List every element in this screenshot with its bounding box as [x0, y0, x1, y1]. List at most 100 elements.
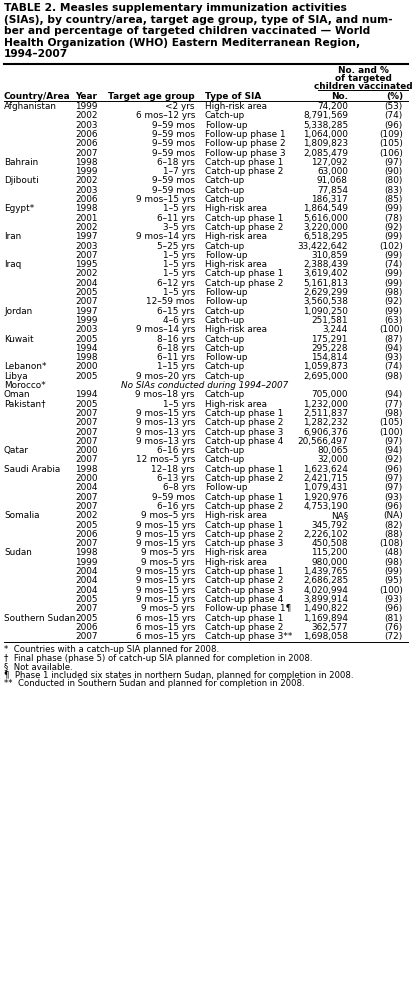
Text: 9 mos–15 yrs: 9 mos–15 yrs: [136, 521, 195, 530]
Text: Southern Sudan: Southern Sudan: [4, 613, 75, 622]
Text: 2003: 2003: [75, 326, 98, 335]
Text: 9–59 mos: 9–59 mos: [152, 121, 195, 130]
Text: (98): (98): [385, 558, 403, 567]
Text: 9 mos–14 yrs: 9 mos–14 yrs: [136, 326, 195, 335]
Text: 175,291: 175,291: [311, 335, 348, 344]
Text: 77,854: 77,854: [317, 186, 348, 195]
Text: (92): (92): [385, 455, 403, 464]
Text: **  Conducted in Southern Sudan and planned for completion in 2008.: ** Conducted in Southern Sudan and plann…: [4, 679, 304, 688]
Text: 1–5 yrs: 1–5 yrs: [163, 400, 195, 409]
Text: 5,161,813: 5,161,813: [303, 278, 348, 287]
Text: Catch-up phase 2: Catch-up phase 2: [205, 623, 283, 632]
Text: High-risk area: High-risk area: [205, 260, 267, 269]
Text: Target age group: Target age group: [108, 91, 195, 100]
Text: 1,059,873: 1,059,873: [303, 363, 348, 372]
Text: 3,244: 3,244: [323, 326, 348, 335]
Text: Catch-up: Catch-up: [205, 455, 245, 464]
Text: No SIAs conducted during 1994–2007: No SIAs conducted during 1994–2007: [122, 381, 289, 390]
Text: (99): (99): [385, 567, 403, 576]
Text: (SIAs), by country/area, target age group, type of SIA, and num-: (SIAs), by country/area, target age grou…: [4, 14, 393, 24]
Text: 80,065: 80,065: [317, 446, 348, 455]
Text: 6 mos–12 yrs: 6 mos–12 yrs: [136, 112, 195, 121]
Text: Oman: Oman: [4, 390, 30, 399]
Text: 2007: 2007: [75, 251, 98, 260]
Text: 2007: 2007: [75, 455, 98, 464]
Text: 2007: 2007: [75, 501, 98, 511]
Text: 6–11 yrs: 6–11 yrs: [157, 214, 195, 222]
Text: 2004: 2004: [75, 278, 98, 287]
Text: 2005: 2005: [75, 400, 98, 409]
Text: 2006: 2006: [75, 140, 98, 148]
Text: TABLE 2. Measles supplementary immunization activities: TABLE 2. Measles supplementary immunizat…: [4, 3, 347, 13]
Text: Catch-up phase 2: Catch-up phase 2: [205, 278, 283, 287]
Text: 9 mos–14 yrs: 9 mos–14 yrs: [136, 232, 195, 241]
Text: (96): (96): [385, 501, 403, 511]
Text: 9 mos–15 yrs: 9 mos–15 yrs: [136, 530, 195, 539]
Text: Catch-up: Catch-up: [205, 316, 245, 325]
Text: 9 mos–13 yrs: 9 mos–13 yrs: [136, 427, 195, 436]
Text: 2007: 2007: [75, 492, 98, 501]
Text: Catch-up phase 1: Catch-up phase 1: [205, 409, 283, 418]
Text: Catch-up phase 1: Catch-up phase 1: [205, 214, 283, 222]
Text: 1–5 yrs: 1–5 yrs: [163, 251, 195, 260]
Text: 12–18 yrs: 12–18 yrs: [152, 464, 195, 473]
Text: Kuwait: Kuwait: [4, 335, 34, 344]
Text: (82): (82): [385, 521, 403, 530]
Text: (63): (63): [385, 316, 403, 325]
Text: 2005: 2005: [75, 521, 98, 530]
Text: 9 mos–15 yrs: 9 mos–15 yrs: [136, 576, 195, 585]
Text: 2004: 2004: [75, 567, 98, 576]
Text: (96): (96): [385, 464, 403, 473]
Text: Morocco*: Morocco*: [4, 381, 46, 390]
Text: (74): (74): [385, 112, 403, 121]
Text: 1–5 yrs: 1–5 yrs: [163, 288, 195, 297]
Text: 2000: 2000: [75, 363, 98, 372]
Text: (94): (94): [385, 446, 403, 455]
Text: 1994: 1994: [75, 390, 98, 399]
Text: Health Organization (WHO) Eastern Mediterranean Region,: Health Organization (WHO) Eastern Medite…: [4, 37, 360, 47]
Text: 6–16 yrs: 6–16 yrs: [157, 501, 195, 511]
Text: ¶  Phase 1 included six states in northern Sudan, planned for completion in 2008: ¶ Phase 1 included six states in norther…: [4, 671, 353, 680]
Text: 2004: 2004: [75, 576, 98, 585]
Text: 2003: 2003: [75, 186, 98, 195]
Text: 6–13 yrs: 6–13 yrs: [157, 474, 195, 483]
Text: 2,511,837: 2,511,837: [303, 409, 348, 418]
Text: children vaccinated: children vaccinated: [314, 81, 412, 90]
Text: 1994: 1994: [75, 344, 98, 353]
Text: Catch-up phase 2: Catch-up phase 2: [205, 223, 283, 232]
Text: 6–16 yrs: 6–16 yrs: [157, 446, 195, 455]
Text: 1,439,765: 1,439,765: [303, 567, 348, 576]
Text: 8,791,569: 8,791,569: [303, 112, 348, 121]
Text: 2006: 2006: [75, 130, 98, 139]
Text: 251,581: 251,581: [311, 316, 348, 325]
Text: Sudan: Sudan: [4, 549, 32, 558]
Text: 6 mos–15 yrs: 6 mos–15 yrs: [136, 623, 195, 632]
Text: 33,422,642: 33,422,642: [297, 241, 348, 250]
Text: 1–15 yrs: 1–15 yrs: [157, 363, 195, 372]
Text: 5,338,285: 5,338,285: [303, 121, 348, 130]
Text: High-risk area: High-risk area: [205, 204, 267, 213]
Text: 1–5 yrs: 1–5 yrs: [163, 260, 195, 269]
Text: 2004: 2004: [75, 483, 98, 492]
Text: 9 mos–18 yrs: 9 mos–18 yrs: [136, 390, 195, 399]
Text: 1999: 1999: [75, 102, 98, 111]
Text: 4,753,190: 4,753,190: [303, 501, 348, 511]
Text: 9 mos–15 yrs: 9 mos–15 yrs: [136, 409, 195, 418]
Text: (87): (87): [385, 335, 403, 344]
Text: (105): (105): [379, 140, 403, 148]
Text: Country/Area: Country/Area: [4, 91, 70, 100]
Text: (%): (%): [386, 91, 403, 100]
Text: Follow-up: Follow-up: [205, 288, 248, 297]
Text: 12–59 mos: 12–59 mos: [146, 297, 195, 307]
Text: (93): (93): [385, 492, 403, 501]
Text: 1,169,894: 1,169,894: [303, 613, 348, 622]
Text: (108): (108): [379, 539, 403, 548]
Text: 9 mos–15 yrs: 9 mos–15 yrs: [136, 595, 195, 604]
Text: 9 mos–5 yrs: 9 mos–5 yrs: [141, 604, 195, 613]
Text: 2006: 2006: [75, 623, 98, 632]
Text: Catch-up: Catch-up: [205, 446, 245, 455]
Text: High-risk area: High-risk area: [205, 558, 267, 567]
Text: 2002: 2002: [75, 223, 98, 232]
Text: 362,577: 362,577: [311, 623, 348, 632]
Text: 2003: 2003: [75, 241, 98, 250]
